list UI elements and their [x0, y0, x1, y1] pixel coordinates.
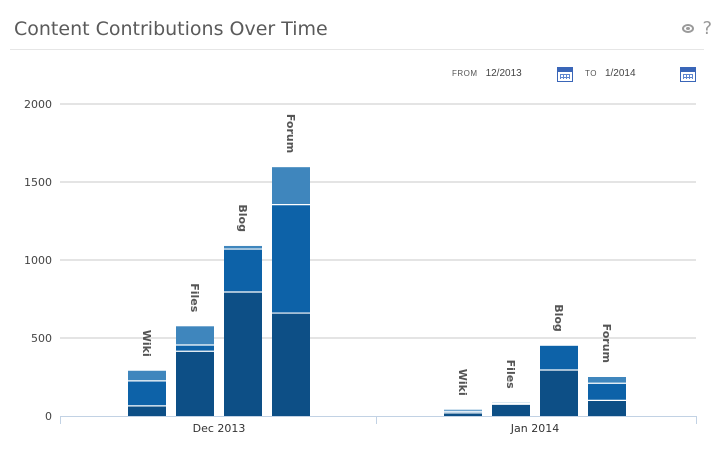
from-calendar-icon[interactable]	[557, 67, 573, 82]
y-tick-label: 500	[31, 332, 52, 345]
page-title: Content Contributions Over Time	[14, 18, 328, 40]
bar-segment[interactable]	[224, 291, 262, 416]
y-tick-label: 0	[45, 410, 52, 423]
from-label: FROM	[452, 69, 478, 78]
from-range: FROM 12/2013	[452, 68, 522, 79]
bar-category-label: Blog	[236, 204, 249, 232]
help-icon[interactable]: ?	[702, 18, 712, 39]
bar-category-label: Wiki	[456, 369, 469, 396]
eye-icon[interactable]	[682, 24, 695, 33]
bar-category-label: Files	[188, 283, 201, 313]
bar-segment[interactable]	[224, 249, 262, 292]
bar-segment[interactable]	[444, 412, 482, 416]
to-label: TO	[585, 69, 597, 78]
to-value[interactable]: 1/2014	[604, 68, 636, 79]
to-range: TO 1/2014	[585, 68, 636, 79]
bar-segment[interactable]	[224, 245, 262, 250]
bar-segment[interactable]	[128, 405, 166, 416]
bar-segment[interactable]	[176, 351, 214, 416]
y-tick-label: 2000	[24, 98, 52, 111]
bar-segment[interactable]	[588, 383, 626, 401]
x-group-label: Dec 2013	[193, 422, 246, 435]
bar-segment[interactable]	[588, 377, 626, 384]
bar-category-label: Forum	[284, 114, 297, 153]
bar-segment[interactable]	[588, 400, 626, 416]
bar-segment[interactable]	[444, 409, 482, 412]
y-tick-label: 1500	[24, 176, 52, 189]
bar-segment[interactable]	[128, 370, 166, 381]
bar-segment[interactable]	[176, 326, 214, 346]
header-divider	[10, 49, 704, 50]
bar-category-label: Forum	[600, 324, 613, 363]
bar-category-label: Files	[504, 360, 517, 390]
bar-segment[interactable]	[272, 313, 310, 416]
bar-segment[interactable]	[128, 380, 166, 406]
header-actions: ?	[682, 18, 712, 39]
x-group-label: Jan 2014	[510, 422, 559, 435]
bar-segment[interactable]	[272, 204, 310, 314]
bar-segment[interactable]	[272, 167, 310, 205]
bar-category-label: Blog	[552, 304, 565, 332]
to-calendar-icon[interactable]	[680, 67, 696, 82]
bar-segment[interactable]	[492, 404, 530, 416]
bar-segment[interactable]	[444, 411, 482, 413]
y-tick-label: 1000	[24, 254, 52, 267]
from-value[interactable]: 12/2013	[485, 68, 522, 79]
bar-segment[interactable]	[176, 345, 214, 352]
bar-category-label: Wiki	[140, 330, 153, 357]
bar-segment[interactable]	[540, 345, 578, 370]
bar-segment[interactable]	[540, 369, 578, 416]
